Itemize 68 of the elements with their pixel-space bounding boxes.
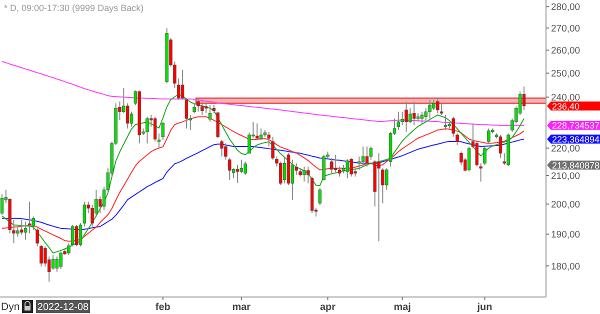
- candlestick: [361, 146, 365, 168]
- candlestick: [196, 98, 200, 112]
- candlestick: [498, 134, 502, 159]
- candlestick: [59, 250, 62, 270]
- y-tick-label: 180,00: [551, 261, 580, 272]
- text: 2022-12-08: [37, 302, 90, 313]
- candlestick: [424, 108, 428, 121]
- y-tick-label: 200,00: [551, 200, 580, 211]
- candlestick: [412, 101, 416, 126]
- candlestick: [338, 166, 342, 178]
- candlestick: [259, 128, 263, 140]
- candlestick: [385, 168, 388, 190]
- y-tick-label: 250,00: [551, 68, 580, 80]
- candlestick: [244, 161, 247, 176]
- candlestick: [302, 166, 306, 182]
- candlestick: [428, 99, 432, 120]
- candlestick: [51, 254, 55, 270]
- candlestick: [487, 128, 490, 144]
- candlestick: [322, 154, 326, 180]
- candlestick: [55, 256, 59, 272]
- y-tick-label: 190,00: [551, 230, 580, 241]
- y-tick-label: 220,00: [551, 144, 580, 155]
- candlestick: [522, 86, 526, 110]
- text: 236,40: [552, 101, 580, 112]
- candlestick: [282, 156, 286, 184]
- candlestick: [146, 116, 149, 144]
- candlestick: [440, 102, 444, 116]
- candlestick: [365, 146, 369, 168]
- candlestick: [404, 101, 408, 132]
- candlestick: [74, 224, 78, 247]
- candlestick: [436, 98, 440, 114]
- x-tick-label: maj: [394, 302, 412, 313]
- candlestick: [318, 188, 322, 206]
- y-tick-label: 260,00: [551, 46, 580, 57]
- candlestick: [400, 111, 404, 126]
- candlestick: [200, 101, 204, 116]
- text: 228,734537: [552, 120, 600, 131]
- y-tick-label: 210,00: [551, 170, 580, 182]
- x-tick-label: apr: [320, 302, 336, 313]
- chart-title: * D, 09:00-17:30 (9999 Days Back): [4, 3, 144, 13]
- candlestick: [236, 164, 240, 184]
- x-tick-label: jun: [476, 302, 492, 313]
- candlestick: [420, 111, 424, 124]
- candlestick: [0, 194, 4, 216]
- candlestick: [377, 152, 380, 242]
- candlestick: [483, 146, 486, 166]
- y-tick-label: 240,00: [551, 92, 580, 104]
- candlestick: [126, 102, 130, 129]
- candlestick: [330, 158, 334, 174]
- candlestick: [346, 158, 349, 179]
- x-tick-label: mar: [232, 302, 251, 313]
- candlestick: [334, 154, 338, 174]
- candlestick: [208, 104, 212, 122]
- candlestick: [396, 111, 400, 131]
- candlestick: [256, 122, 259, 140]
- text: 223,364894: [552, 134, 600, 144]
- candlestick: [224, 142, 228, 160]
- y-tick-label: 270,00: [551, 24, 580, 35]
- candlestick: [228, 158, 232, 180]
- text: 213,840878: [552, 160, 600, 170]
- candlestick: [20, 219, 24, 236]
- candlestick: [306, 166, 310, 184]
- candlestick: [220, 139, 224, 157]
- text: Dyn: [1, 301, 20, 313]
- y-tick-label: 280,00: [551, 2, 580, 14]
- x-tick-label: feb: [155, 302, 170, 313]
- candlestick: [350, 158, 353, 178]
- candlestick: [444, 114, 448, 131]
